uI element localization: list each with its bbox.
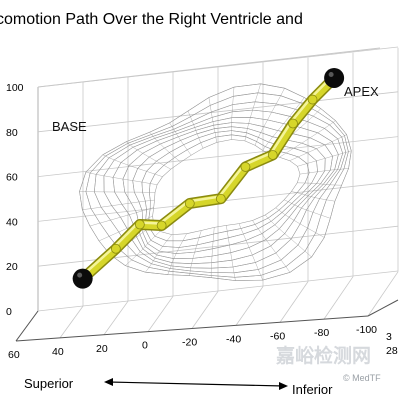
ventricle-mesh xyxy=(79,83,352,281)
base-annotation: BASE xyxy=(52,119,87,134)
base-marker xyxy=(72,268,93,289)
x-tick-label: -60 xyxy=(270,330,285,342)
inferior-label: Inferior xyxy=(292,382,333,397)
path-point xyxy=(215,193,226,204)
base-marker-shine xyxy=(77,272,83,278)
path-point xyxy=(267,150,278,160)
z-tick-label: 40 xyxy=(6,216,18,228)
y-tick-label: 28 xyxy=(386,345,398,357)
z-axis-ticks: 100 80 60 40 20 0 xyxy=(6,82,24,318)
z-tick-label: 60 xyxy=(6,172,18,184)
path-markers xyxy=(72,67,345,289)
apex-annotation: APEX xyxy=(344,84,379,99)
direction-arrow xyxy=(104,378,288,390)
path-point xyxy=(156,220,167,231)
path-point xyxy=(134,219,145,230)
y-axis-ticks: 328 xyxy=(386,331,398,357)
x-axis-ticks: 60 40 20 0 -20 -40 -60 -80 -100 xyxy=(8,324,377,361)
z-tick-label: 0 xyxy=(6,306,12,318)
x-tick-label: -40 xyxy=(226,333,241,345)
x-tick-label: 20 xyxy=(96,343,108,355)
path-point xyxy=(307,94,318,105)
x-tick-label: -100 xyxy=(356,324,377,336)
watermark-text: 嘉峪检测网 xyxy=(275,344,371,367)
y-tick-label: 3 xyxy=(386,331,392,343)
watermark-credit: © MedTF xyxy=(343,373,381,383)
x-tick-label: -80 xyxy=(314,327,329,339)
chart-title: comotion Path Over the Right Ventricle a… xyxy=(0,11,303,28)
x-tick-label: 0 xyxy=(142,340,148,352)
path-point xyxy=(110,243,121,254)
apex-marker-shine xyxy=(328,71,334,77)
z-tick-label: 20 xyxy=(6,261,18,273)
x-tick-label: -20 xyxy=(182,337,197,349)
x-tick-label: 40 xyxy=(52,346,64,358)
path-point xyxy=(184,198,195,209)
apex-marker xyxy=(324,67,345,88)
axes-grid xyxy=(15,46,399,342)
path-point xyxy=(288,118,298,129)
path-point xyxy=(240,162,251,172)
z-tick-label: 80 xyxy=(6,127,18,139)
x-tick-label: 60 xyxy=(8,349,20,361)
z-tick-label: 100 xyxy=(6,82,24,94)
superior-label: Superior xyxy=(24,376,74,391)
locomotion-path xyxy=(77,72,340,285)
